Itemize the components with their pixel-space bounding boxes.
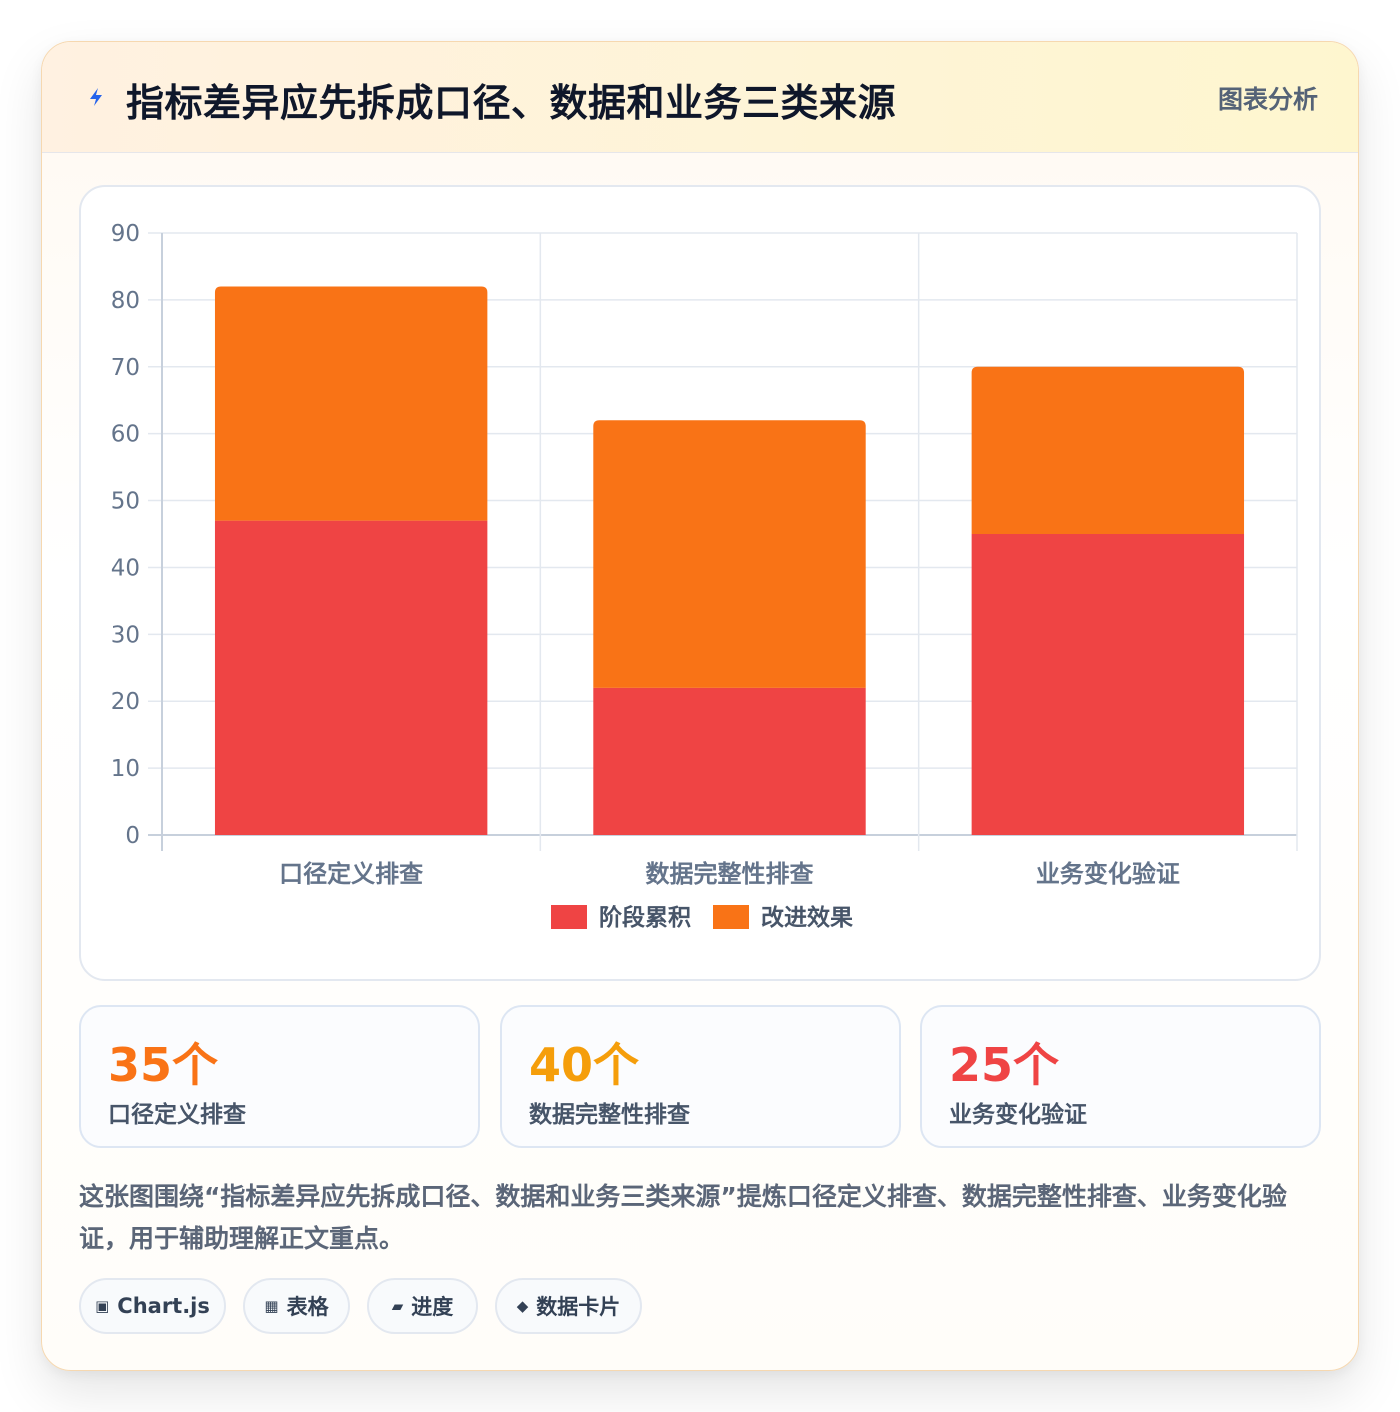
chip-label: 表格 (286, 1295, 329, 1319)
stat-label-2: 数据完整性排查 (529, 1102, 690, 1128)
chart-panel: 0 10 20 30 40 50 60 70 80 90 口径定义排查 数据完整性排查 业务变化验证 阶… (79, 185, 1321, 981)
chip-list: ▣ Chart.js ▦ 表格 ▰ 进度 ◆ 数据卡片 (79, 1278, 1329, 1334)
y-tick-label: 0 (125, 823, 140, 849)
bar-1-series-1[interactable] (214, 520, 488, 835)
y-tick-label: 80 (111, 288, 140, 314)
bar-3-series-1[interactable] (971, 534, 1245, 835)
chip-progress[interactable]: ▰ 进度 (367, 1278, 478, 1334)
page-title: 指标差异应先拆成口径、数据和业务三类来源 (126, 81, 897, 125)
legend-label: 改进效果 (761, 904, 853, 931)
chart-analysis-tag: 图表分析 (1217, 85, 1318, 114)
diamond-icon: ◆ (516, 1297, 529, 1315)
lightning-icon (90, 88, 102, 106)
chip-label: 进度 (411, 1295, 454, 1319)
bar-1-series-2[interactable] (214, 286, 488, 521)
stat-label-1: 口径定义排查 (108, 1102, 246, 1128)
chip-label: 数据卡片 (536, 1295, 621, 1319)
card-header: 指标差异应先拆成口径、数据和业务三类来源 图表分析 (42, 42, 1358, 153)
y-tick-label: 50 (111, 489, 140, 515)
x-tick-label: 业务变化验证 (1036, 860, 1180, 888)
legend-label: 阶段累积 (599, 904, 691, 931)
bar-2-series-2[interactable] (593, 420, 866, 688)
stat-value-2: 40个 (529, 1038, 640, 1092)
stat-value-3: 25个 (949, 1038, 1060, 1092)
stat-cards: 35个 口径定义排查 40个 数据完整性排查 25个 业务变化验证 (79, 1005, 1321, 1148)
legend-item-1[interactable]: 阶段累积 (551, 904, 691, 931)
stat-label-3: 业务变化验证 (949, 1102, 1087, 1128)
stat-value-1: 35个 (108, 1038, 219, 1092)
chip-chartjs[interactable]: ▣ Chart.js (79, 1278, 226, 1334)
bar-3-series-2[interactable] (971, 366, 1245, 534)
stat-card-1: 35个 口径定义排查 (79, 1005, 480, 1148)
legend-swatch (551, 905, 587, 929)
y-tick-label: 30 (111, 622, 140, 648)
bar-2-series-1[interactable] (593, 687, 866, 835)
stat-card-2: 40个 数据完整性排查 (500, 1005, 901, 1148)
progress-icon: ▰ (391, 1297, 404, 1315)
legend-swatch (713, 905, 749, 929)
y-tick-label: 60 (111, 422, 140, 448)
chart-card: 指标差异应先拆成口径、数据和业务三类来源 图表分析 0 10 20 30 40 50 60 7… (41, 41, 1359, 1371)
chip-data-card[interactable]: ◆ 数据卡片 (495, 1278, 642, 1334)
y-tick-label: 70 (111, 355, 140, 381)
x-tick-label: 数据完整性排查 (646, 860, 814, 888)
square-icon: ▣ (95, 1297, 110, 1315)
stat-card-3: 25个 业务变化验证 (920, 1005, 1321, 1148)
y-tick-label: 10 (111, 756, 140, 782)
x-tick-label: 口径定义排查 (279, 860, 423, 888)
y-tick-label: 90 (111, 221, 140, 247)
stacked-bar-chart: 0 10 20 30 40 50 60 70 80 90 口径定义排查 数据完整性排查 业务变化验证 阶… (111, 221, 1298, 931)
chart-description: 这张图围绕“指标差异应先拆成口径、数据和业务三类来源”提炼口径定义排查、数据完整… (79, 1182, 1287, 1253)
legend-item-2[interactable]: 改进效果 (713, 904, 853, 931)
grid-icon: ▦ (264, 1297, 279, 1315)
chip-label: Chart.js (117, 1294, 210, 1318)
y-tick-label: 20 (111, 689, 140, 715)
chip-table[interactable]: ▦ 表格 (243, 1278, 350, 1334)
y-tick-label: 40 (111, 555, 140, 581)
